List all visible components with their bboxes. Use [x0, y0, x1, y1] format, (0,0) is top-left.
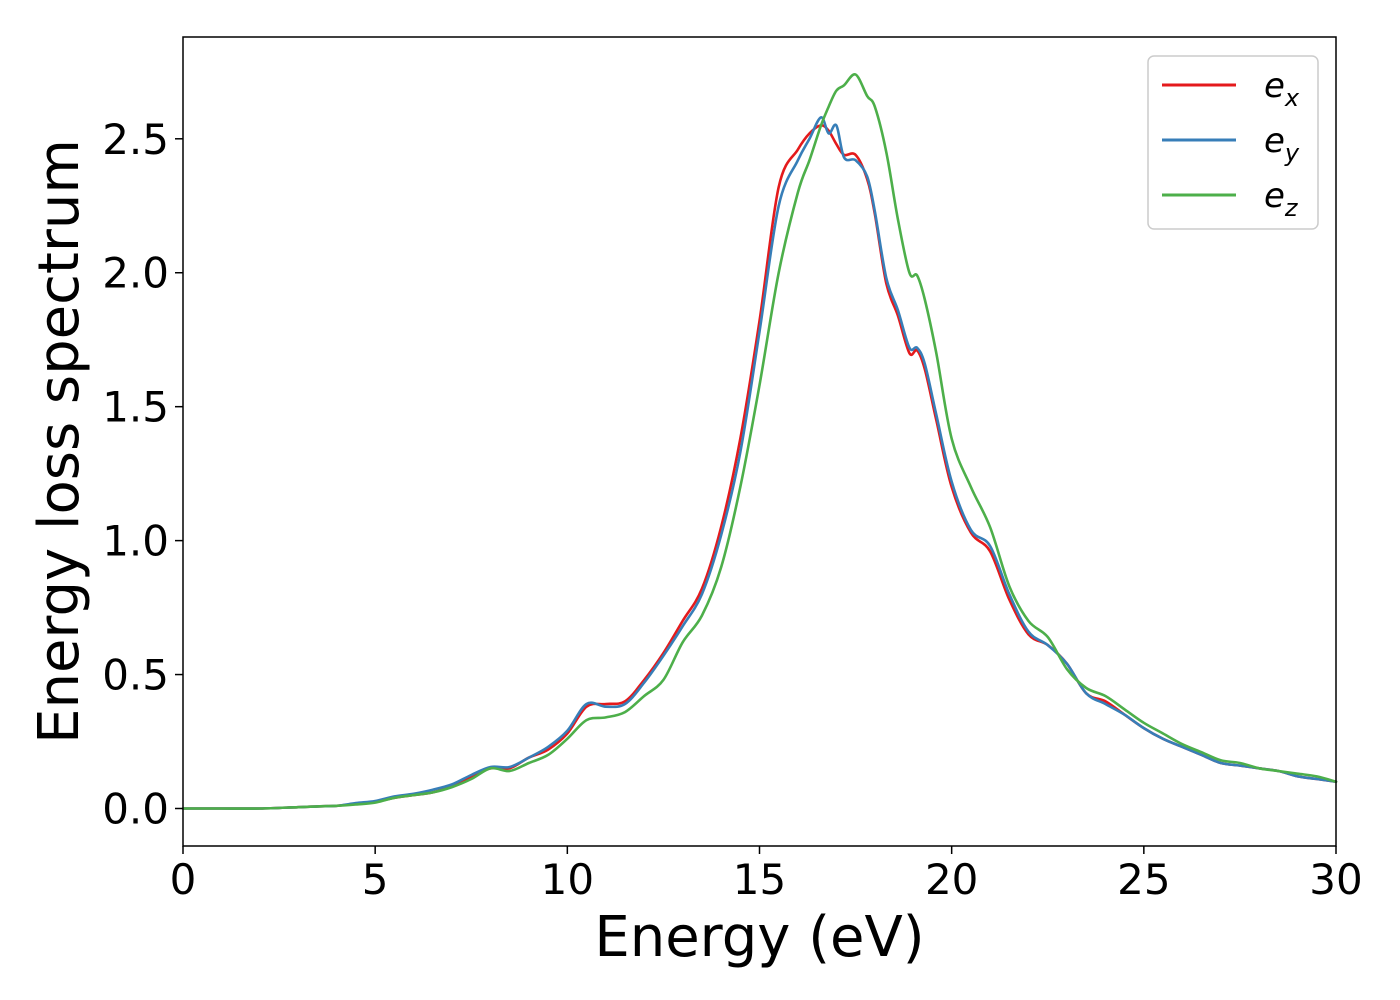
y-tick-label: 2.0	[102, 249, 169, 298]
y-tick-label: 2.5	[102, 115, 169, 164]
y-tick-label: 1.0	[102, 517, 169, 566]
y-axis-label: Energy loss spectrum	[27, 139, 92, 744]
y-tick-label: 0.5	[102, 651, 169, 700]
y-tick-label: 0.0	[102, 784, 169, 833]
x-axis-label: Energy (eV)	[594, 905, 924, 970]
series-line-z	[181, 73, 1338, 810]
y-ticks: 0.0 0.5 1.0 1.5 2.0 2.5	[102, 115, 183, 833]
y-tick-label: 1.5	[102, 383, 169, 432]
x-ticks: 0 5 10 15 20 25 30	[170, 846, 1363, 904]
x-tick-label: 10	[541, 855, 594, 904]
x-tick-label: 15	[733, 855, 786, 904]
legend-box	[1147, 55, 1319, 230]
x-tick-label: 20	[925, 855, 978, 904]
x-tick-label: 30	[1309, 855, 1362, 904]
series-layer	[181, 73, 1338, 810]
x-tick-label: 5	[362, 855, 389, 904]
x-tick-label: 25	[1117, 855, 1170, 904]
x-tick-label: 0	[170, 855, 197, 904]
series-line-y	[181, 116, 1338, 810]
